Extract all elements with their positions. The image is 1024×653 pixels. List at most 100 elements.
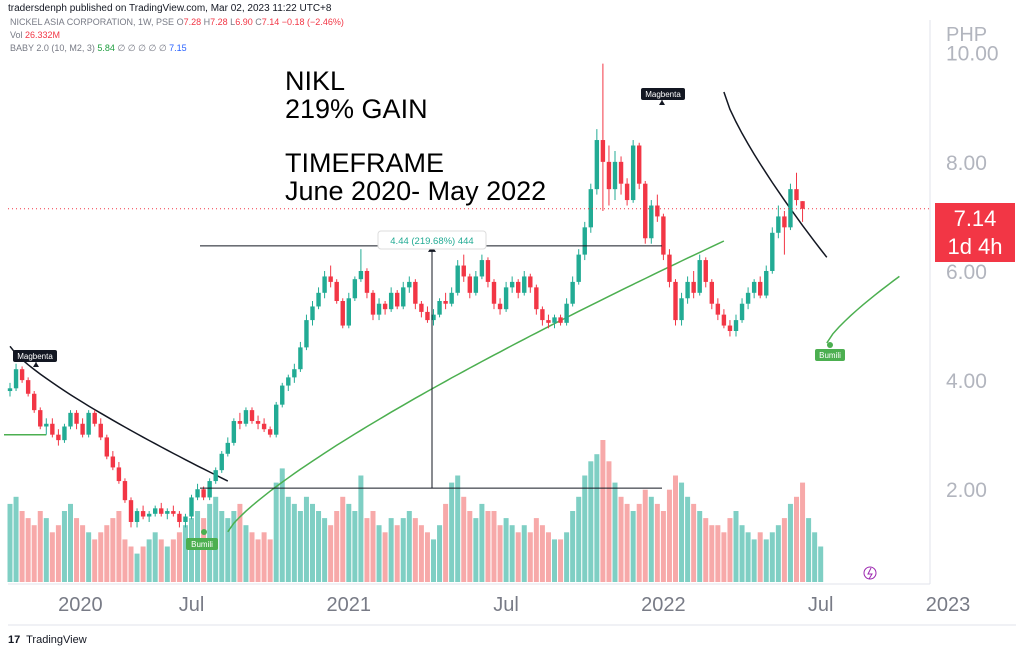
volume-bar [564, 532, 570, 582]
signal-label: Magbenta [645, 90, 681, 99]
candle-body [612, 161, 618, 190]
volume-bar [515, 532, 521, 582]
candle-body [237, 421, 243, 424]
volume-bar [545, 532, 551, 582]
candle-body [534, 287, 539, 310]
candle-body [570, 281, 575, 304]
candle-body [261, 423, 267, 430]
candle-body [183, 516, 188, 522]
volume-bar [291, 503, 297, 582]
candle-body [19, 369, 25, 381]
volume-bar [74, 518, 80, 582]
candle-body [80, 423, 85, 435]
candle-body [62, 426, 67, 441]
volume-bar [437, 525, 443, 582]
time-tick-label: Jul [179, 594, 205, 616]
signal-label-box [13, 350, 57, 362]
time-tick-label: 2023 [926, 594, 971, 616]
candle-body [697, 260, 702, 293]
volume-bar [769, 532, 775, 582]
volume-bar [800, 482, 806, 582]
legend-indicator-value1: 5.84 [97, 43, 115, 53]
volume-bar [400, 518, 406, 582]
price-tick-label: 2.00 [946, 479, 987, 502]
volume-bar [237, 503, 243, 582]
volume-bar [818, 546, 824, 582]
candle-body [328, 276, 333, 282]
volume-bar [297, 511, 303, 582]
candle-body [479, 260, 485, 277]
candle-body [267, 429, 273, 435]
volume-bar [328, 525, 334, 582]
time-tick-label: Jul [493, 594, 519, 616]
candle-body [582, 227, 587, 255]
candle-body [122, 481, 128, 501]
candle-body [552, 317, 557, 323]
volume-bar [630, 511, 636, 582]
candle-body [231, 421, 237, 443]
candle-body [407, 281, 412, 288]
volume-bar [394, 525, 400, 582]
candle-body [38, 410, 43, 427]
candle-body [558, 317, 563, 323]
legend-close-label: C [255, 17, 262, 27]
candle-body [104, 437, 109, 457]
candle-body [546, 320, 551, 323]
candle-body [346, 298, 351, 326]
candle-body [255, 421, 261, 424]
volume-bar [582, 475, 588, 582]
volume-bar [68, 503, 73, 582]
candle-body [310, 306, 315, 321]
candle-body [509, 281, 515, 288]
volume-bar [763, 539, 769, 582]
volume-bar [146, 539, 152, 582]
candle-body [709, 281, 714, 304]
candle-body [655, 205, 660, 217]
candle-body [467, 276, 472, 293]
volume-bar [455, 475, 461, 582]
trailing-stop-buy-line [826, 275, 900, 344]
candle-body [679, 298, 684, 321]
volume-bar [231, 511, 237, 582]
volume-bar [812, 532, 818, 582]
candle-body [782, 216, 787, 228]
volume-bar [648, 496, 654, 582]
candle-body [68, 412, 73, 427]
volume-bar [588, 461, 594, 582]
candle-body [280, 385, 285, 405]
annotation-gain: 219% GAIN [285, 94, 428, 124]
volume-bar [703, 518, 709, 582]
candle-body [243, 410, 249, 424]
tradingview-logo-icon: 17 [8, 634, 21, 646]
time-tick-label: 2020 [58, 594, 103, 616]
candle-body [395, 292, 400, 307]
candle-body [431, 314, 436, 321]
candle-body [764, 270, 769, 296]
legend-open: 7.28 [183, 17, 202, 27]
volume-bar [431, 539, 436, 582]
legend-ohlc: NICKEL ASIA CORPORATION, 1W, PSE O7.28 H… [10, 17, 344, 27]
candle-body [98, 423, 103, 438]
volume-bar [164, 546, 170, 582]
price-tick-label: 6.00 [946, 261, 987, 284]
volume-bar [352, 511, 358, 582]
candle-body [401, 287, 406, 307]
volume-bar [225, 518, 231, 582]
lightning-icon [863, 566, 877, 580]
legend-volume: Vol 26.332M [10, 30, 60, 40]
candle-body [643, 183, 648, 239]
volume-bar [303, 496, 309, 582]
candle-body [497, 303, 503, 310]
volume-bar [715, 525, 721, 582]
candle-body [274, 404, 279, 435]
volume-bar [388, 518, 394, 582]
volume-bar [558, 539, 564, 582]
volume-bar [467, 511, 473, 582]
candle-body [788, 189, 793, 228]
candle-body [249, 410, 255, 422]
tradingview-footer[interactable]: 17 TradingView [8, 634, 87, 646]
annotation-ticker: NIKL [285, 66, 346, 96]
candle-body [159, 508, 164, 514]
annotation-timeframe-range: June 2020- May 2022 [285, 176, 547, 206]
